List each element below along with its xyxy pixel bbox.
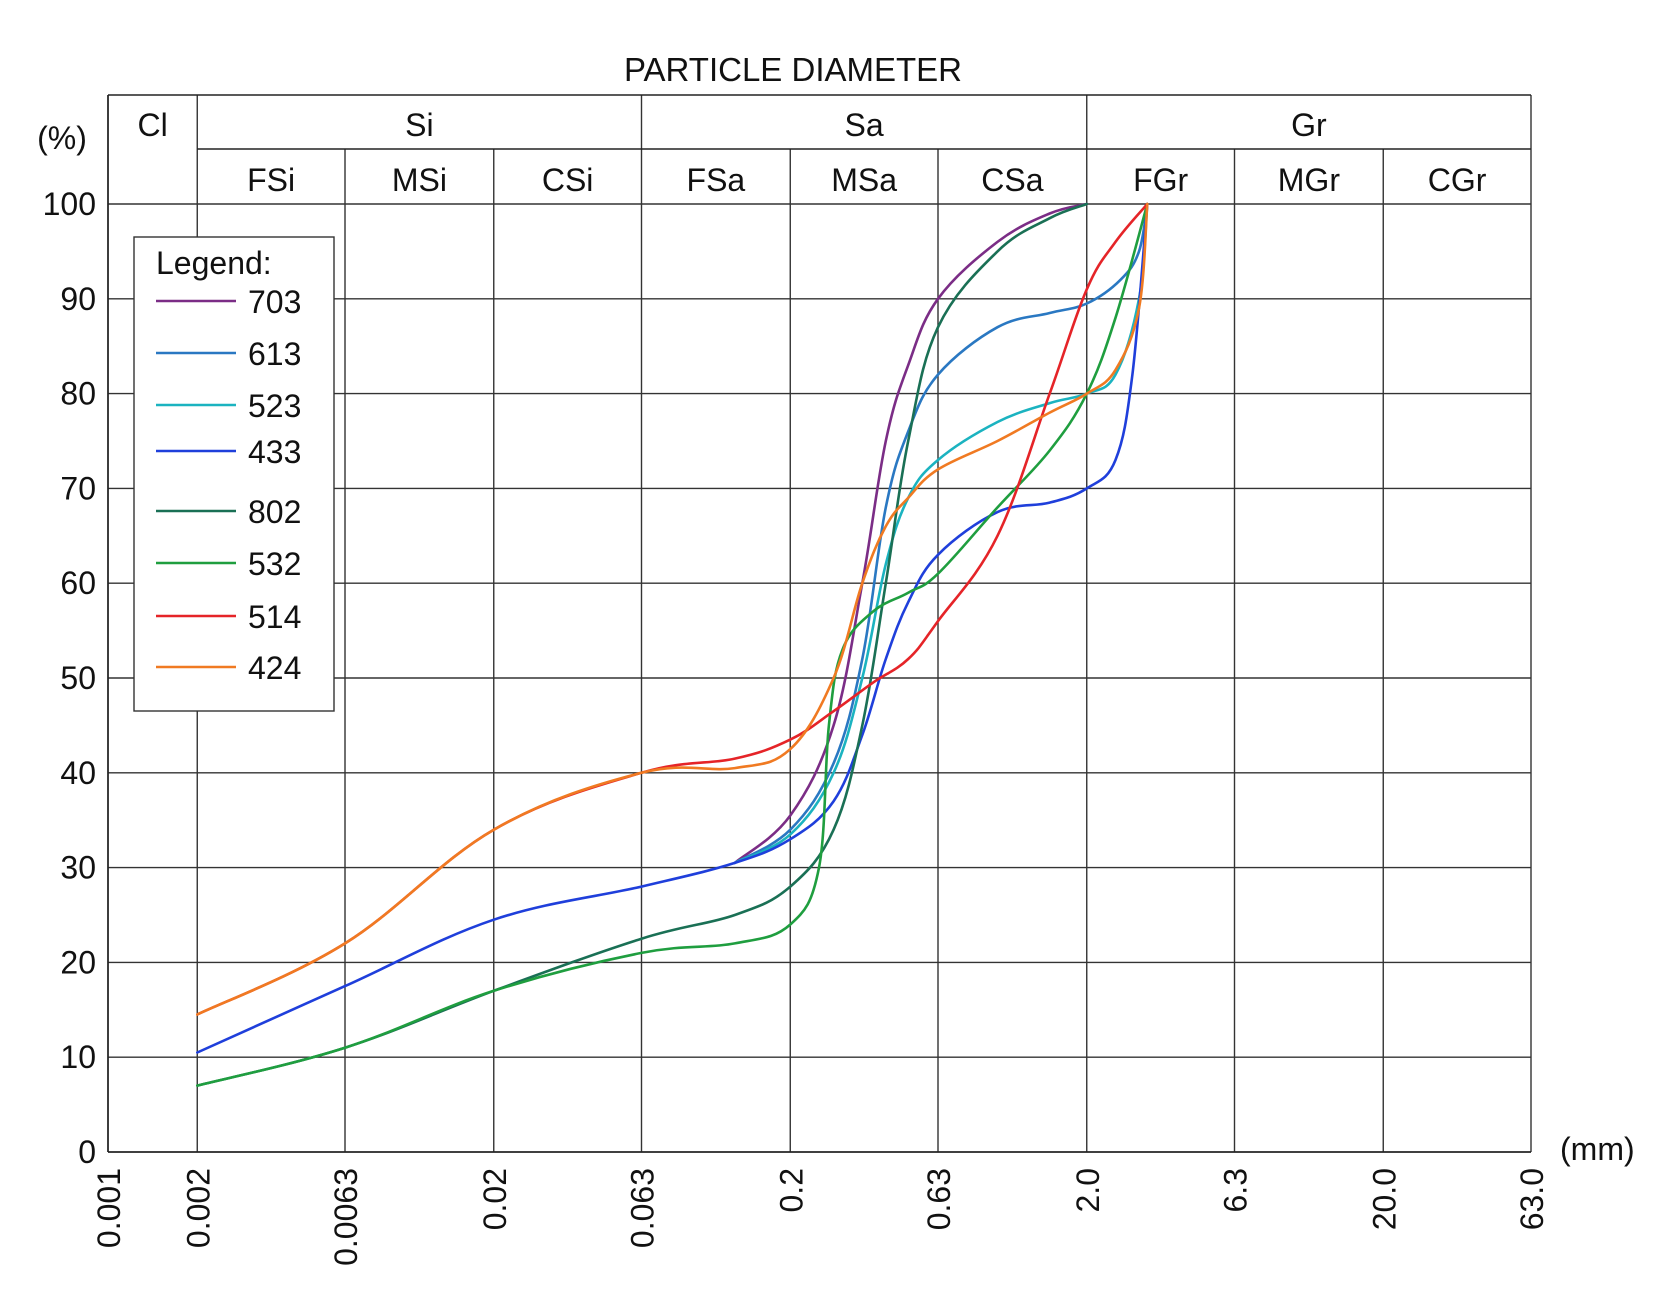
legend-entry-label: 703 (248, 284, 301, 320)
legend-entry-label: 514 (248, 599, 301, 635)
series-line-613 (733, 202, 1149, 865)
fraction-header: Cl Si Sa Gr FSi MSi CSi FSa MSa CSa FGr MGr CGr (107, 94, 1531, 1153)
y-tick-label: 70 (60, 470, 96, 506)
x-axis-label: (mm) (1560, 1131, 1635, 1167)
fraction-subgroup-label: MSi (392, 162, 447, 198)
y-tick-label: 100 (43, 186, 96, 222)
fraction-subgroup-label: CSa (981, 162, 1043, 198)
legend: Legend:703 613 523 433 802 532 514 424 (133, 236, 335, 712)
fraction-subgroup-label: FSi (247, 162, 295, 198)
legend-box (133, 236, 335, 712)
x-tick-labels: 0.001 0.002 0.0063 0.02 0.063 0.2 0.63 2.0 6.3 20… (91, 1168, 1550, 1266)
fraction-subgroup-label: FGr (1133, 162, 1188, 198)
series-lines (196, 202, 1149, 1087)
fraction-subgroup-label: FSa (687, 162, 746, 198)
fraction-group-label: Sa (845, 107, 884, 143)
y-tick-label: 30 (60, 850, 96, 886)
legend-entry-label: 523 (248, 388, 301, 424)
fraction-subgroup-label: MSa (831, 162, 897, 198)
legend-entry-label: 613 (248, 336, 301, 372)
series-line-532 (196, 202, 1149, 1087)
legend-entry-label: 802 (248, 494, 301, 530)
x-tick-label: 0.0063 (328, 1168, 364, 1266)
y-tick-label: 0 (78, 1134, 96, 1170)
legend-entry-label: 433 (248, 434, 301, 470)
x-tick-label: 0.001 (91, 1168, 127, 1248)
y-tick-labels: 0 10 20 30 40 50 60 70 80 90 100 (43, 186, 96, 1170)
x-tick-label: 0.63 (921, 1168, 957, 1230)
fraction-subgroup-label: MGr (1278, 162, 1341, 198)
series-line-703 (733, 202, 1089, 865)
x-tick-label: 0.2 (773, 1168, 809, 1212)
series-line-424 (196, 202, 1149, 1016)
y-tick-label: 50 (60, 660, 96, 696)
x-tick-label: 2.0 (1070, 1168, 1106, 1212)
y-tick-label: 40 (60, 755, 96, 791)
x-tick-label: 0.02 (477, 1168, 513, 1230)
y-tick-label: 90 (60, 281, 96, 317)
y-tick-label: 60 (60, 565, 96, 601)
series-line-433 (196, 202, 1149, 1054)
fraction-group-label: Gr (1291, 107, 1327, 143)
legend-title: Legend: (156, 245, 272, 281)
y-tick-label: 20 (60, 944, 96, 980)
y-tick-label: 80 (60, 376, 96, 412)
fraction-subgroup-label: CSi (542, 162, 594, 198)
x-tick-label: 0.002 (180, 1168, 216, 1248)
x-tick-label: 20.0 (1366, 1168, 1402, 1230)
legend-entry-label: 424 (248, 650, 301, 686)
y-axis-label: (%) (37, 120, 87, 156)
series-line-523 (733, 202, 1149, 865)
fraction-subgroup-label: CGr (1428, 162, 1487, 198)
series-line-514 (196, 202, 1149, 1016)
legend-entry-label: 532 (248, 546, 301, 582)
fraction-group-label: Cl (138, 107, 168, 143)
y-tick-label: 10 (60, 1039, 96, 1075)
chart-title: PARTICLE DIAMETER (624, 51, 962, 88)
x-tick-label: 6.3 (1218, 1168, 1254, 1212)
fraction-group-label: Si (405, 107, 433, 143)
x-tick-label: 0.063 (625, 1168, 661, 1248)
x-tick-label: 63.0 (1514, 1168, 1550, 1230)
